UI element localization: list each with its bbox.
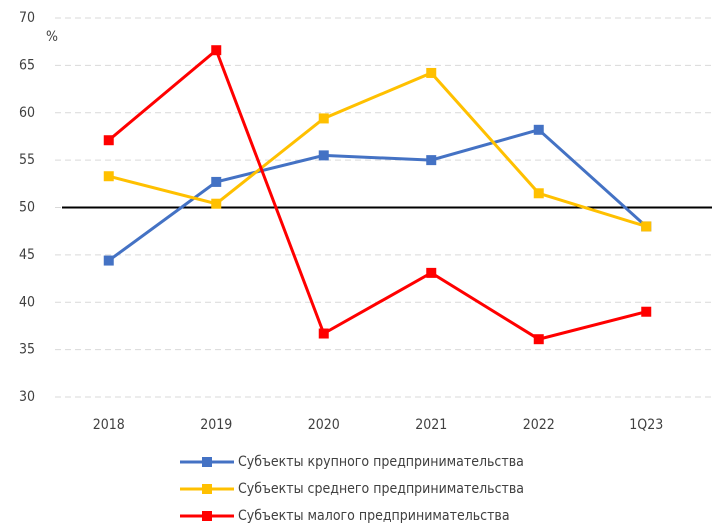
marker [426, 67, 437, 78]
x-tick-label: 2020 [308, 417, 340, 433]
marker [211, 176, 222, 187]
marker [211, 198, 222, 209]
x-tick-label: 2021 [415, 417, 447, 433]
series-line [107, 128, 648, 262]
legend-label: Субъекты малого предпринимательства [238, 508, 510, 524]
y-tick-label: 55 [19, 152, 35, 168]
x-tick-label: 2018 [93, 417, 125, 433]
y-tick-label: 65 [19, 57, 35, 73]
x-tick-label: 2022 [523, 417, 555, 433]
marker [103, 171, 114, 182]
marker [103, 255, 114, 266]
series-line [108, 71, 647, 228]
marker [318, 150, 329, 161]
legend-label: Субъекты среднего предпринимательства [238, 481, 524, 497]
marker [318, 328, 329, 339]
marker [641, 221, 652, 232]
y-tick-label: 60 [19, 105, 35, 121]
y-tick-label: 35 [19, 342, 35, 358]
series-line [107, 47, 647, 341]
marker [533, 124, 544, 135]
y-tick-label: 45 [19, 247, 35, 263]
y-unit: % [46, 29, 58, 45]
legend-label: Субъекты крупного предпринимательства [238, 454, 524, 470]
y-tick-label: 40 [19, 294, 35, 310]
x-tick-label: 1Q23 [629, 417, 663, 433]
marker [641, 306, 652, 317]
legend-marker [202, 484, 212, 494]
y-tick-label: 30 [19, 389, 35, 405]
marker [426, 155, 437, 166]
marker [103, 135, 114, 146]
x-tick-label: 2019 [200, 417, 232, 433]
marker [533, 334, 544, 345]
y-tick-label: 70 [19, 10, 35, 26]
marker [533, 188, 544, 199]
legend-marker [202, 457, 212, 467]
legend-marker [202, 511, 212, 521]
marker [211, 45, 222, 56]
marker [318, 113, 329, 124]
y-tick-label: 50 [19, 200, 35, 216]
marker [426, 267, 437, 278]
